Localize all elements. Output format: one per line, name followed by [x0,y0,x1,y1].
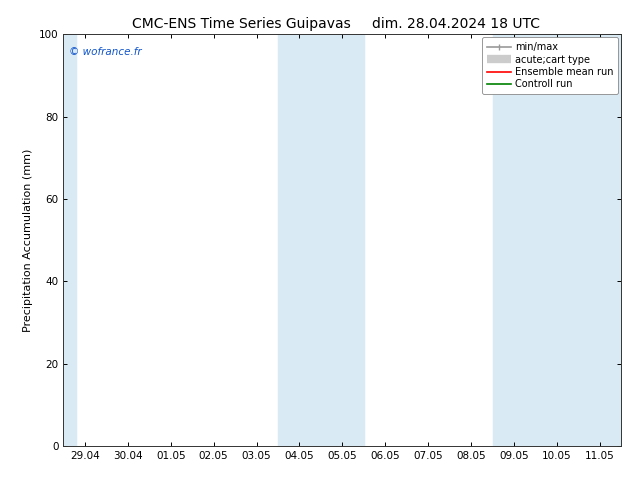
Text: dim. 28.04.2024 18 UTC: dim. 28.04.2024 18 UTC [373,17,540,31]
Text: © wofrance.fr: © wofrance.fr [69,47,141,57]
Y-axis label: Precipitation Accumulation (mm): Precipitation Accumulation (mm) [23,148,34,332]
Bar [493,34,621,446]
Text: CMC-ENS Time Series Guipavas: CMC-ENS Time Series Guipavas [131,17,351,31]
Legend: min/max, acute;cart type, Ensemble mean run, Controll run: min/max, acute;cart type, Ensemble mean … [482,37,618,94]
Bar [63,34,76,446]
Bar [278,34,364,446]
